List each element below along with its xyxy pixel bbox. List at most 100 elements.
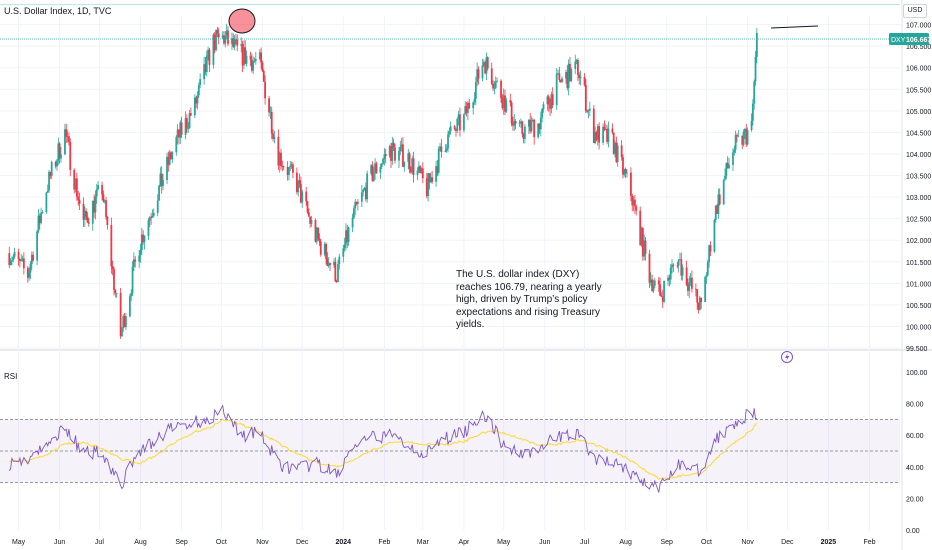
candle-body[interactable] [296,172,298,193]
candle-body[interactable] [249,55,252,60]
candle-body[interactable] [111,266,114,270]
candle-body[interactable] [383,154,386,159]
candle-body[interactable] [420,168,423,174]
candle-body[interactable] [166,156,168,181]
candle-body[interactable] [388,146,391,157]
candle-body[interactable] [196,95,199,104]
candle-body[interactable] [435,166,437,182]
candle-body[interactable] [429,177,432,183]
candle-body[interactable] [459,114,461,131]
candle-body[interactable] [541,109,544,118]
candle-body[interactable] [49,171,52,177]
candle-body[interactable] [290,164,293,166]
candle-body[interactable] [224,35,227,44]
candle-body[interactable] [579,76,582,79]
candle-body[interactable] [677,259,680,266]
candle-body[interactable] [465,106,468,113]
candle-body[interactable] [299,183,302,203]
candle-body[interactable] [742,131,745,145]
candle-body[interactable] [131,267,134,294]
candle-body[interactable] [725,163,728,176]
candle-body[interactable] [595,132,598,140]
candle-body[interactable] [690,277,693,289]
candle-body[interactable] [685,267,688,285]
candle-body[interactable] [254,58,257,61]
candle-body[interactable] [289,165,292,167]
candle-body[interactable] [225,30,228,36]
candle-body[interactable] [216,30,219,34]
candle-body[interactable] [555,73,558,106]
candle-body[interactable] [260,52,263,63]
currency-button[interactable]: USD [903,4,927,18]
candle-body[interactable] [69,142,72,170]
candle-body[interactable] [207,49,210,56]
candle-body[interactable] [364,187,367,200]
candle-body[interactable] [374,163,377,174]
candle-body[interactable] [193,97,196,116]
rsi-pane[interactable] [0,404,900,493]
candle-body[interactable] [360,192,363,202]
candle-body[interactable] [337,264,339,282]
candle-body[interactable] [68,136,70,143]
candle-body[interactable] [661,296,664,302]
candle-body[interactable] [531,119,534,122]
candle-body[interactable] [379,166,382,173]
candle-body[interactable] [38,215,41,223]
candle-body[interactable] [549,104,551,109]
candle-body[interactable] [382,158,384,164]
candle-body[interactable] [158,185,160,201]
candle-body[interactable] [277,136,280,166]
candle-body[interactable] [262,70,265,82]
candle-body[interactable] [714,205,717,220]
candle-body[interactable] [363,187,366,190]
candle-body[interactable] [171,152,174,160]
candle-body[interactable] [329,263,331,265]
candle-body[interactable] [315,227,318,242]
candle-body[interactable] [18,258,21,262]
candle-body[interactable] [45,192,48,213]
candle-body[interactable] [115,293,118,294]
candle-body[interactable] [40,212,42,223]
candle-body[interactable] [110,225,113,267]
candle-body[interactable] [147,220,150,236]
candle-body[interactable] [411,158,414,173]
candle-body[interactable] [485,57,488,74]
candle-body[interactable] [542,104,545,110]
candle-body[interactable] [179,122,182,138]
candle-body[interactable] [223,35,225,44]
candle-body[interactable] [611,128,614,133]
candle-body[interactable] [236,39,239,46]
candle-body[interactable] [679,259,681,261]
candle-body[interactable] [652,285,655,291]
candle-body[interactable] [305,191,308,202]
candle-body[interactable] [651,279,654,291]
candle-body[interactable] [660,295,663,297]
candle-body[interactable] [83,211,86,220]
candle-body[interactable] [722,179,725,205]
candle-body[interactable] [195,97,198,104]
candle-body[interactable] [657,280,660,285]
candle-body[interactable] [484,62,487,74]
candle-body[interactable] [457,114,460,119]
candle-body[interactable] [143,235,146,243]
candle-body[interactable] [668,277,671,280]
candle-body[interactable] [419,166,422,174]
candle-body[interactable] [614,142,616,154]
candle-body[interactable] [103,200,106,202]
candle-body[interactable] [745,128,748,145]
candle-body[interactable] [22,258,25,269]
candle-body[interactable] [697,302,700,310]
candle-body[interactable] [504,95,506,112]
candle-body[interactable] [142,234,145,243]
candle-body[interactable] [671,264,673,268]
candle-body[interactable] [281,166,284,167]
candle-body[interactable] [245,55,248,64]
candle-body[interactable] [97,185,99,190]
candle-body[interactable] [50,162,53,177]
candle-body[interactable] [592,108,595,144]
candle-body[interactable] [550,94,553,109]
candle-body[interactable] [632,199,635,206]
candle-body[interactable] [250,59,253,71]
candle-body[interactable] [407,153,410,162]
candle-body[interactable] [241,44,244,66]
